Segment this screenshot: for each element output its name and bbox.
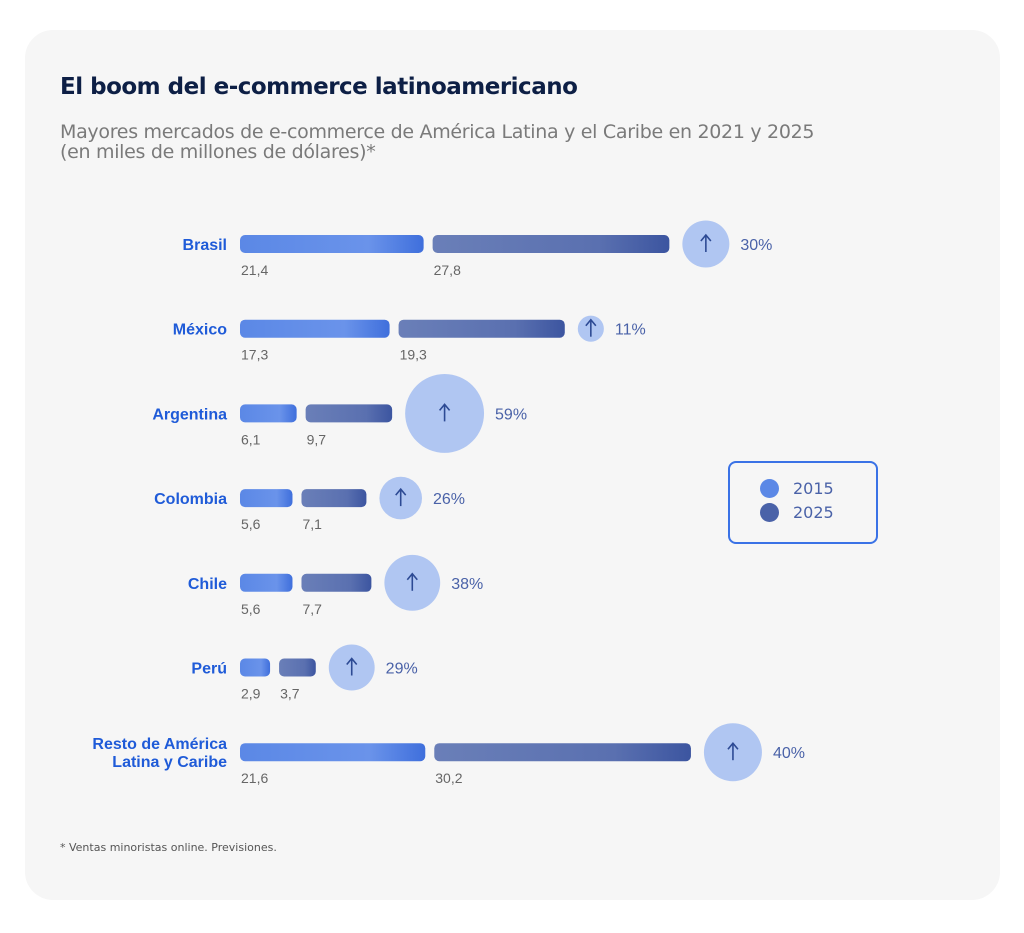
bar-2025 [301, 489, 367, 508]
bar-2025 [301, 573, 372, 592]
legend-swatch-icon [760, 503, 779, 522]
legend-swatch-icon [760, 479, 779, 498]
arrow-up-icon [727, 741, 739, 750]
arrow-up-icon [395, 487, 407, 496]
bar-2015 [240, 235, 424, 253]
category-label: Resto de América [92, 736, 227, 753]
legend-label: 2015 [793, 479, 834, 498]
bar-2015 [240, 319, 390, 338]
growth-label: 11% [615, 322, 646, 339]
growth-label: 29% [386, 661, 418, 678]
footnote: * Ventas minoristas online. Previsiones. [60, 841, 277, 854]
bar-2025 [279, 658, 316, 677]
value-label: 21,6 [241, 770, 268, 786]
growth-label: 30% [740, 237, 772, 254]
category-label: Latina y Caribe [112, 754, 227, 771]
bar-2015 [240, 743, 426, 762]
category-label: Chile [188, 576, 227, 593]
value-label: 2,9 [241, 686, 261, 702]
legend-item-second: 2025 [760, 503, 834, 522]
bar-2025 [432, 235, 670, 253]
value-label: 19,3 [400, 347, 427, 363]
growth-label: 40% [773, 745, 805, 762]
chart-title: El boom del e-commerce latinoamericano [60, 74, 578, 100]
legend-item-first: 2015 [760, 479, 834, 498]
value-label: 7,7 [302, 601, 322, 617]
category-label: Perú [191, 661, 227, 678]
value-label: 21,4 [241, 262, 268, 278]
bar-2025 [434, 743, 691, 762]
arrow-up-icon [585, 318, 597, 327]
value-label: 3,7 [280, 686, 300, 702]
value-label: 5,6 [241, 516, 261, 532]
bar-2025 [305, 404, 393, 423]
arrow-up-icon [438, 403, 451, 411]
bar-2015 [240, 489, 293, 508]
growth-label: 26% [433, 491, 465, 508]
bar-2015 [240, 573, 293, 592]
category-label: Argentina [152, 406, 227, 423]
value-label: 30,2 [435, 770, 462, 786]
category-label: Brasil [183, 237, 227, 254]
chart-subtitle: Mayores mercados de e-commerce de Améric… [60, 121, 815, 163]
value-label: 6,1 [241, 431, 261, 447]
value-label: 5,6 [241, 601, 261, 617]
bar-2025 [398, 319, 565, 338]
value-label: 7,1 [302, 516, 322, 532]
growth-label: 59% [495, 406, 527, 423]
value-label: 27,8 [434, 262, 461, 278]
arrow-up-icon [346, 657, 358, 666]
value-label: 17,3 [241, 347, 268, 363]
growth-label: 38% [451, 576, 483, 593]
category-label: Colombia [154, 491, 227, 508]
bar-2015 [240, 404, 297, 423]
arrow-up-icon [406, 572, 418, 581]
category-label: México [173, 322, 227, 339]
bar-2015 [240, 658, 271, 677]
legend: 2015 2025 [728, 461, 878, 544]
value-label: 9,7 [307, 431, 327, 447]
legend-label: 2025 [793, 503, 834, 522]
arrow-up-icon [700, 233, 712, 242]
